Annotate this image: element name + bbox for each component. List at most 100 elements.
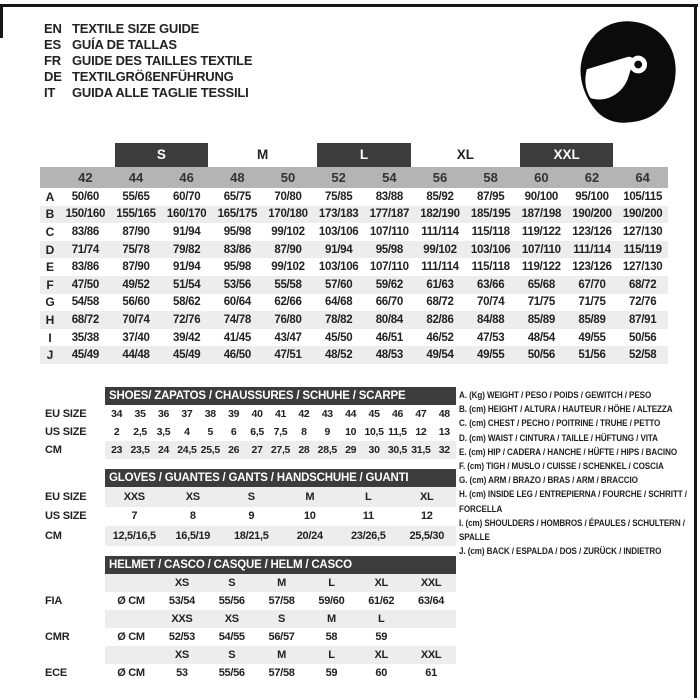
measurement-value: 91/94 bbox=[325, 243, 353, 256]
size-label: XL bbox=[374, 577, 389, 589]
measurement-value: 87/91 bbox=[629, 313, 657, 326]
size-value: 57/58 bbox=[268, 595, 295, 607]
size-value: 28,5 bbox=[317, 444, 338, 456]
measurement-value: 55/65 bbox=[122, 190, 150, 203]
size-value: 30,5 bbox=[387, 444, 408, 456]
size-number: 52 bbox=[331, 170, 346, 185]
size-value: M bbox=[305, 490, 315, 503]
measurement-value: 103/106 bbox=[470, 243, 511, 256]
measurement-row: F 47/50 49/52 51/54 53/56 55/58 57/60 59/62 61/6… bbox=[40, 275, 668, 294]
language-title: TEXTILE SIZE GUIDE bbox=[72, 20, 200, 36]
measurement-row: I 35/38 37/40 39/42 41/45 43/47 45/50 46/51 46/5… bbox=[40, 329, 668, 347]
measurement-value: 79/82 bbox=[173, 243, 201, 256]
measurement-value: 66/70 bbox=[375, 296, 404, 309]
size-label: M bbox=[326, 613, 336, 625]
legend-item: J. (cm) BACK / ESPALDA / DOS / ZURÜCK / … bbox=[459, 546, 662, 558]
legend-list: A. (Kg) WEIGHT / PESO / POIDS / GEWITCH … bbox=[459, 389, 697, 559]
measurement-value: 123/126 bbox=[572, 225, 612, 238]
size-value: 8 bbox=[301, 426, 307, 438]
row-label: EU SIZE bbox=[45, 408, 87, 420]
size-value: 53 bbox=[176, 667, 188, 679]
measurement-value: 115/118 bbox=[471, 225, 511, 238]
size-value: 12 bbox=[415, 426, 427, 438]
row-cells: XXS XS S M L XL bbox=[105, 487, 456, 507]
size-value: 13 bbox=[438, 426, 450, 438]
size-value: 61 bbox=[425, 667, 437, 679]
helmet-data-row: ECE Ø CM 53 55/56 57/58 59 60 61 bbox=[40, 664, 456, 682]
measurement-value: 41/45 bbox=[223, 331, 252, 344]
size-group-label bbox=[60, 142, 111, 167]
measurement-value: 55/58 bbox=[274, 278, 302, 291]
size-value: 23/26,5 bbox=[350, 529, 386, 542]
size-label: S bbox=[278, 613, 286, 625]
legend-item: C. (cm) CHEST / PECHO / POITRINE / TRUHE… bbox=[459, 418, 661, 430]
measurement-value: 185/195 bbox=[470, 208, 511, 221]
measurement-value: 160/170 bbox=[166, 208, 207, 221]
shoes-rows: EU SIZE 34 35 36 37 38 39 40 41 42 43 44 45 46 47 48 US … bbox=[40, 405, 456, 459]
size-value: 53/54 bbox=[168, 595, 195, 607]
size-table-row: US SIZE 7 8 9 10 11 12 bbox=[40, 507, 456, 527]
size-label: M bbox=[277, 649, 286, 661]
measurement-value: 80/84 bbox=[375, 313, 404, 326]
size-value: 46 bbox=[391, 408, 404, 420]
letter-col-spacer bbox=[40, 167, 60, 188]
measurement-value: 103/106 bbox=[318, 225, 359, 238]
measurement-value: 64/68 bbox=[325, 296, 353, 309]
measurement-value: 51/54 bbox=[173, 278, 201, 291]
measurement-value: 115/118 bbox=[471, 261, 511, 274]
size-number: 64 bbox=[635, 170, 650, 185]
gloves-table: GLOVES / GUANTES / GANTS / HANDSCHUHE / … bbox=[40, 469, 456, 546]
org-label: FIA bbox=[45, 595, 63, 607]
row-letter: H bbox=[45, 312, 55, 327]
size-value: 6,5 bbox=[250, 426, 264, 438]
measurement-value: 99/102 bbox=[271, 261, 305, 274]
letter-col-spacer bbox=[40, 142, 60, 167]
measurement-value: 47/50 bbox=[71, 278, 100, 291]
size-value: 16,5/19 bbox=[175, 529, 211, 542]
measurement-value: 123/126 bbox=[572, 261, 612, 274]
unit-cell bbox=[105, 610, 157, 628]
org-label: ECE bbox=[45, 667, 68, 679]
measurement-value: 87/95 bbox=[477, 190, 505, 203]
measurement-value: 48/53 bbox=[375, 349, 404, 362]
measurement-value: 115/119 bbox=[623, 243, 663, 256]
measurement-value: 54/58 bbox=[71, 296, 100, 309]
row-letter: F bbox=[46, 277, 54, 292]
measurement-value: 127/130 bbox=[622, 225, 663, 238]
measurement-value: 87/90 bbox=[122, 261, 150, 274]
size-value: 11 bbox=[362, 510, 374, 523]
size-value: 57/58 bbox=[268, 667, 295, 679]
measurement-value: 107/110 bbox=[521, 243, 561, 256]
size-value: 7 bbox=[131, 510, 138, 523]
measurement-value: 177/187 bbox=[369, 208, 410, 221]
language-title: GUÍA DE TALLAS bbox=[72, 36, 177, 52]
size-label: XXL bbox=[420, 577, 442, 589]
language-code: ES bbox=[44, 36, 61, 52]
measurement-value: 72/76 bbox=[629, 296, 657, 309]
size-value: 20/24 bbox=[296, 529, 323, 542]
measurement-value: 49/54 bbox=[426, 349, 454, 362]
measurement-value: 51/56 bbox=[578, 349, 606, 362]
measurement-value: 61/63 bbox=[426, 278, 454, 291]
measurement-value: 52/58 bbox=[629, 349, 657, 362]
size-value: 26 bbox=[228, 444, 240, 456]
measurement-value: 70/74 bbox=[477, 296, 505, 309]
size-group-label: L bbox=[317, 142, 411, 167]
measurement-value: 85/92 bbox=[426, 190, 454, 203]
size-number: 46 bbox=[179, 170, 194, 185]
size-value: 58 bbox=[325, 631, 338, 643]
measurement-value: 60/70 bbox=[173, 190, 201, 203]
unit-cell: Ø CM bbox=[117, 631, 145, 643]
measurement-value: 74/78 bbox=[223, 313, 252, 326]
size-value bbox=[406, 628, 456, 646]
measurement-value: 95/98 bbox=[375, 243, 404, 256]
size-value: 3,5 bbox=[156, 426, 171, 438]
measurement-value: 44/48 bbox=[122, 349, 150, 362]
row-label: US SIZE bbox=[45, 510, 87, 523]
size-label: L bbox=[328, 649, 335, 661]
size-value: 27,5 bbox=[270, 444, 291, 456]
measurement-value: 45/49 bbox=[71, 349, 100, 362]
size-label: S bbox=[228, 649, 236, 661]
measurement-value: 182/190 bbox=[420, 208, 460, 221]
textile-body: A 50/60 55/65 60/70 65/75 70/80 75/85 83/88 85/9… bbox=[40, 188, 668, 364]
